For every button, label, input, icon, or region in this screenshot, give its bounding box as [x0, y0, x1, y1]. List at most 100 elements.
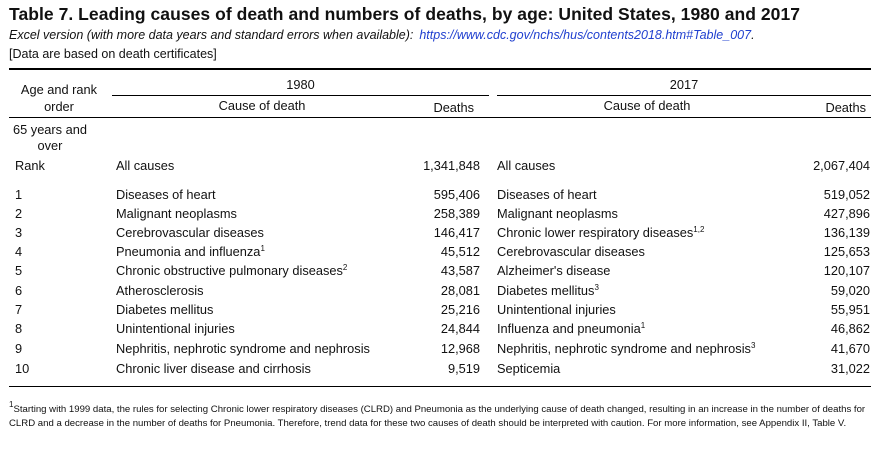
cause-1980: Unintentional injuries — [116, 321, 235, 337]
cause-1980-text: Atherosclerosis — [116, 283, 204, 298]
deaths-1980: 45,512 — [440, 244, 480, 259]
cause-1980-footnote-ref: 2 — [342, 263, 348, 272]
cause-2017-footnote-ref: 3 — [750, 341, 756, 350]
all-causes-2017: All causes — [497, 158, 556, 173]
deaths-1980: 258,389 — [433, 206, 480, 221]
deaths-1980: 12,968 — [440, 341, 480, 356]
header-age-rank-line1: Age and rank — [20, 82, 98, 97]
deaths-1980: 25,216 — [440, 302, 480, 317]
cause-1980-text: Pneumonia and influenza — [116, 244, 261, 259]
cause-2017-text: Alzheimer's disease — [497, 263, 611, 278]
cause-2017-text: Diabetes mellitus — [497, 283, 595, 298]
cause-2017-text: Septicemia — [497, 361, 561, 376]
cause-2017-text: Malignant neoplasms — [497, 206, 618, 221]
cause-2017-text: Nephritis, nephrotic syndrome and nephro… — [497, 341, 751, 356]
table-bottom-rule — [9, 386, 871, 387]
cause-1980: Cerebrovascular diseases — [116, 225, 264, 241]
header-year-2017: 2017 — [669, 77, 699, 92]
data-note: [Data are based on death certificates] — [9, 47, 217, 61]
deaths-1980: 9,519 — [447, 361, 480, 376]
cause-1980-text: Chronic obstructive pulmonary diseases — [116, 263, 343, 278]
deaths-2017: 120,107 — [823, 263, 870, 278]
deaths-2017: 46,862 — [830, 321, 870, 336]
cause-2017: Chronic lower respiratory diseases1,2 — [497, 225, 704, 241]
deaths-2017: 136,139 — [823, 225, 870, 240]
header-cause-2017: Cause of death — [603, 98, 691, 113]
group-label-line1: 65 years and — [13, 122, 87, 137]
cause-1980-text: Diabetes mellitus — [116, 302, 214, 317]
group-label-line2: over — [37, 138, 63, 153]
rank-number: 10 — [15, 361, 30, 376]
deaths-2017: 41,670 — [830, 341, 870, 356]
header-deaths-2017: Deaths — [825, 100, 866, 115]
footnote: 1Starting with 1999 data, the rules for … — [9, 400, 871, 431]
cause-2017-footnote-ref: 1 — [640, 321, 646, 330]
subtitle-end: . — [751, 28, 755, 42]
subtitle-text: Excel version (with more data years and … — [9, 28, 414, 42]
rank-number: 1 — [15, 187, 23, 202]
header-age-rank-line2: order — [44, 99, 74, 114]
header-deaths-1980: Deaths — [433, 100, 474, 115]
cause-2017-text: Unintentional injuries — [497, 302, 616, 317]
rank-number: 9 — [15, 341, 23, 356]
cause-2017-footnote-ref: 1,2 — [693, 225, 705, 234]
header-year-1980: 1980 — [286, 77, 315, 92]
cause-2017: Nephritis, nephrotic syndrome and nephro… — [497, 341, 755, 357]
excel-version-link[interactable]: https://www.cdc.gov/nchs/hus/contents201… — [419, 28, 752, 42]
cause-2017: Malignant neoplasms — [497, 206, 618, 222]
cause-1980: Malignant neoplasms — [116, 206, 237, 222]
rank-number: 3 — [15, 225, 23, 240]
cause-2017: Cerebrovascular diseases — [497, 244, 645, 260]
cause-2017: Alzheimer's disease — [497, 263, 610, 279]
top-rule — [9, 68, 871, 70]
all-causes-deaths-1980: 1,341,848 — [423, 158, 480, 173]
cause-2017: Septicemia — [497, 361, 560, 377]
cause-1980: Pneumonia and influenza1 — [116, 244, 265, 260]
rank-number: 7 — [15, 302, 23, 317]
header-cause-1980: Cause of death — [218, 98, 306, 113]
cause-2017-text: Diseases of heart — [497, 187, 597, 202]
cause-1980: Chronic obstructive pulmonary diseases2 — [116, 263, 347, 279]
deaths-1980: 28,081 — [440, 283, 480, 298]
cause-1980-text: Unintentional injuries — [116, 321, 235, 336]
deaths-2017: 31,022 — [830, 361, 870, 376]
cause-2017: Unintentional injuries — [497, 302, 616, 318]
rule-1980 — [112, 95, 489, 96]
footnote-mark: 1 — [9, 400, 14, 409]
cause-1980: Chronic liver disease and cirrhosis — [116, 361, 311, 377]
rank-number: 4 — [15, 244, 23, 259]
subtitle: Excel version (with more data years and … — [9, 28, 755, 42]
rank-number: 5 — [15, 263, 23, 278]
rank-label: Rank — [15, 158, 45, 173]
deaths-2017: 59,020 — [830, 283, 870, 298]
rank-number: 2 — [15, 206, 23, 221]
cause-1980: Diseases of heart — [116, 187, 216, 203]
cause-1980: Atherosclerosis — [116, 283, 203, 299]
cause-2017-text: Cerebrovascular diseases — [497, 244, 645, 259]
cause-2017: Influenza and pneumonia1 — [497, 321, 645, 337]
rule-2017 — [497, 95, 871, 96]
all-causes-deaths-2017: 2,067,404 — [813, 158, 870, 173]
cause-1980-text: Cerebrovascular diseases — [116, 225, 264, 240]
all-causes-1980: All causes — [116, 158, 175, 173]
cause-1980-text: Nephritis, nephrotic syndrome and nephro… — [116, 341, 370, 356]
cause-1980-footnote-ref: 1 — [260, 244, 265, 253]
deaths-2017: 125,653 — [823, 244, 870, 259]
rank-number: 8 — [15, 321, 23, 336]
cause-2017-text: Influenza and pneumonia — [497, 321, 641, 336]
cause-2017: Diabetes mellitus3 — [497, 283, 599, 299]
cause-1980-text: Malignant neoplasms — [116, 206, 237, 221]
cause-1980-text: Chronic liver disease and cirrhosis — [116, 361, 311, 376]
deaths-1980: 24,844 — [440, 321, 480, 336]
deaths-1980: 595,406 — [433, 187, 480, 202]
cause-1980-text: Diseases of heart — [116, 187, 216, 202]
cause-2017-text: Chronic lower respiratory diseases — [497, 225, 694, 240]
footnote-text: Starting with 1999 data, the rules for s… — [9, 404, 866, 429]
deaths-2017: 55,951 — [830, 302, 870, 317]
cause-1980: Diabetes mellitus — [116, 302, 213, 318]
deaths-1980: 43,587 — [440, 263, 480, 278]
deaths-2017: 519,052 — [823, 187, 870, 202]
table-title: Table 7. Leading causes of death and num… — [9, 4, 801, 24]
deaths-1980: 146,417 — [433, 225, 480, 240]
deaths-2017: 427,896 — [823, 206, 870, 221]
